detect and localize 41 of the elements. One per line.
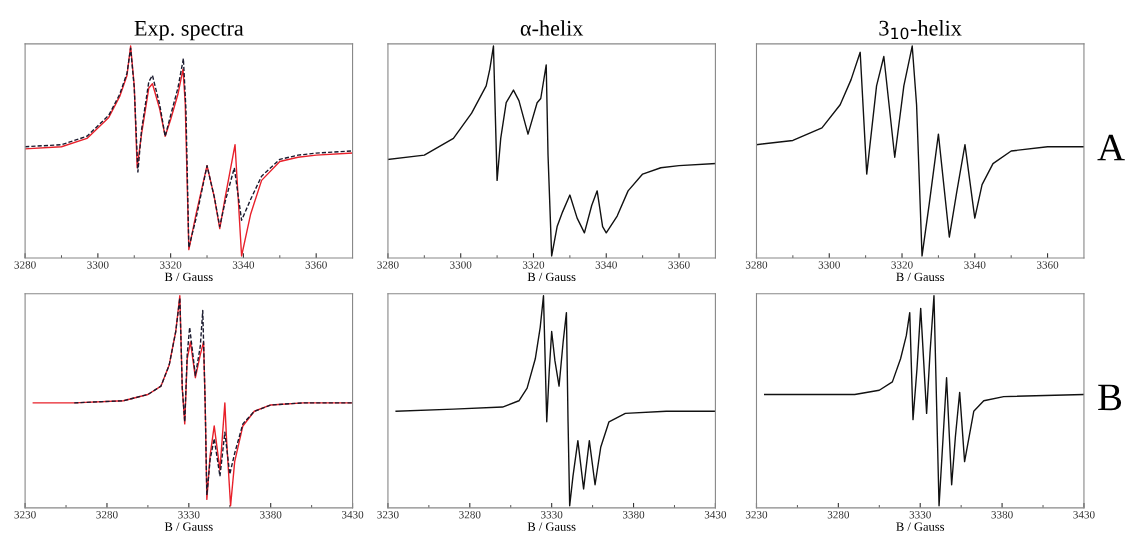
x-tick-label: 3280 — [827, 510, 850, 519]
x-axis-title: B / Gauss — [896, 522, 945, 531]
x-tick-label: 3300 — [450, 261, 472, 269]
x-tick-label: 3340 — [964, 261, 986, 269]
x-tick-label: 3300 — [818, 261, 840, 269]
x-tick-label: 3280 — [14, 261, 36, 269]
x-tick-label: 3320 — [522, 261, 545, 269]
x-tick-label: 3340 — [232, 261, 255, 269]
x-tick-label: 3230 — [377, 510, 399, 519]
x-tick-label: 3360 — [668, 261, 690, 269]
x-tick-label: 3280 — [459, 510, 481, 519]
x-axis-title: B / Gauss — [164, 272, 213, 282]
chart-title: 3$_{10}$-helix — [879, 20, 962, 40]
x-tick-label: 3430 — [341, 510, 364, 519]
x-tick-label: 3330 — [541, 510, 563, 519]
x-tick-label: 3230 — [14, 510, 36, 519]
chart-title: Exp. spectra — [134, 21, 244, 41]
text: A — [1097, 134, 1125, 161]
x-tick-label: 3360 — [305, 261, 327, 269]
x-tick-label: 3360 — [1036, 261, 1059, 269]
x-tick-label: 3380 — [260, 510, 282, 519]
x-tick-label: 3340 — [595, 261, 617, 269]
text: B — [1098, 384, 1122, 411]
x-tick-label: 3320 — [160, 261, 182, 269]
x-tick-label: 3380 — [622, 510, 645, 519]
x-axis-title: B / Gauss — [896, 272, 945, 282]
chart-title: α-helix — [520, 20, 584, 36]
x-tick-label: 3380 — [991, 510, 1013, 519]
x-tick-label: 3330 — [909, 510, 931, 519]
x-tick-label: 3280 — [96, 510, 118, 519]
x-tick-label: 3280 — [745, 261, 768, 269]
x-axis-title: B / Gauss — [164, 522, 213, 531]
x-tick-label: 3230 — [745, 510, 768, 519]
x-tick-label: 3280 — [377, 261, 399, 269]
x-tick-label: 3430 — [704, 510, 727, 519]
x-axis-title: B / Gauss — [527, 272, 576, 282]
x-tick-label: 3320 — [891, 261, 913, 269]
x-tick-label: 3330 — [178, 510, 200, 519]
x-axis-title: B / Gauss — [527, 522, 576, 531]
x-tick-label: 3300 — [87, 261, 109, 269]
x-tick-label: 3430 — [1073, 510, 1095, 519]
